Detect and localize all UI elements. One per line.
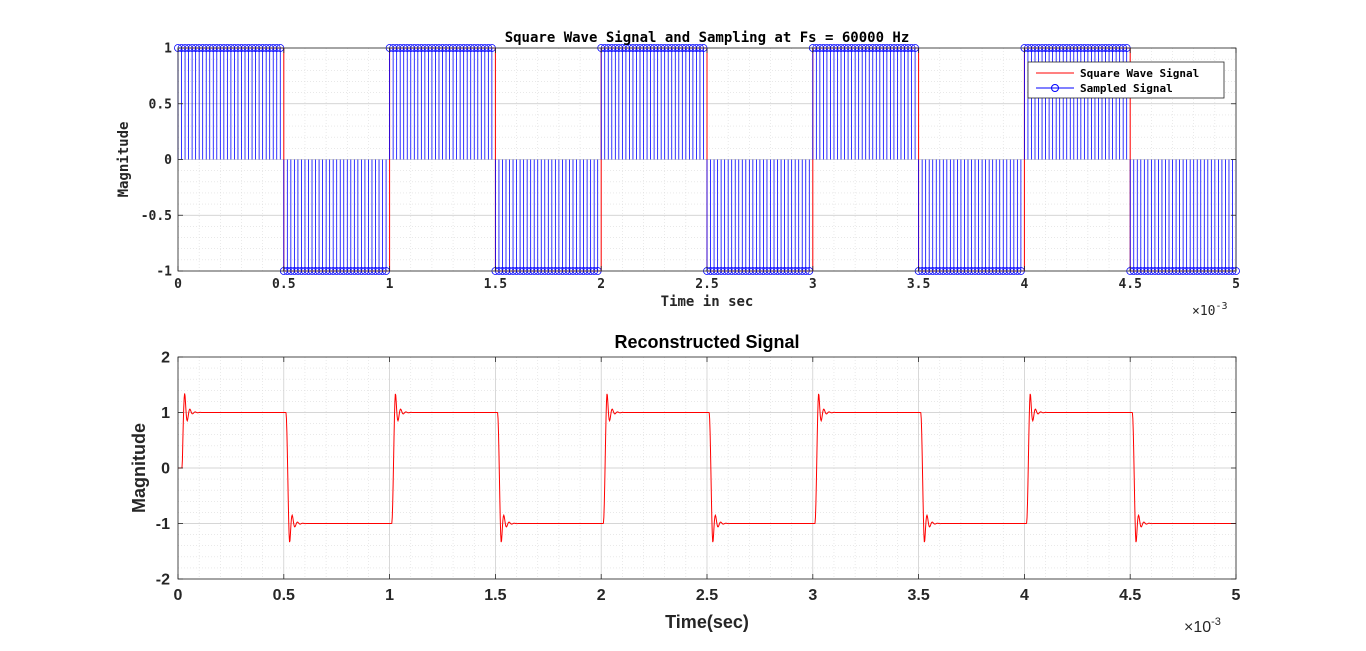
x-tick-label: 3 [808, 587, 817, 604]
x-tick-label: 1.5 [484, 277, 507, 292]
plot-reconstructed-signal: 0 0.5 1 1.5 2 2.5 3 3.5 4 4.5 5 2 1 0 -1 -2 Reconstruct… [129, 332, 1241, 636]
y-tick-label: -0.5 [141, 209, 172, 224]
x-tick-label: 1 [386, 277, 394, 292]
reconstructed-signal-line [178, 393, 1236, 543]
x-tick-label: 1.5 [484, 587, 506, 604]
y-tick-label: 0.5 [149, 97, 172, 112]
tick-labels: 0 0.5 1 1.5 2 2.5 3 3.5 4 4.5 5 2 1 0 -1 -2 [156, 350, 1241, 604]
y-tick-label: 1 [164, 42, 172, 57]
x-tick-label: 3.5 [907, 277, 930, 292]
legend-square-wave-label: Square Wave Signal [1080, 67, 1199, 80]
plot-data [178, 393, 1236, 543]
y-axis-label: Magnitude [129, 423, 149, 513]
exponent-base: ×10 [1192, 304, 1215, 319]
x-tick-label: 0.5 [272, 277, 295, 292]
x-axis-label: Time in sec [661, 294, 754, 310]
x-tick-label: 0.5 [273, 587, 295, 604]
legend-box [1027, 61, 1225, 99]
x-tick-label: 3.5 [907, 587, 929, 604]
legend: Square Wave Signal Sampled Signal [1027, 61, 1225, 99]
y-tick-label: 0 [161, 461, 170, 478]
y-tick-label: 0 [164, 153, 172, 168]
y-tick-label: -1 [156, 516, 170, 533]
x-axis-label: Time(sec) [665, 612, 749, 632]
x-tick-label: 4 [1020, 277, 1028, 292]
y-tick-label: 1 [161, 405, 170, 422]
x-axis-exponent: ×10-3 [1192, 301, 1228, 319]
y-axis-label: Magnitude [116, 122, 132, 198]
plot-square-wave-sampling: 0 0.5 1 1.5 2 2.5 3 3.5 4 4.5 5 1 0.5 0 -0.5 -1 Square … [116, 30, 1240, 319]
y-tick-label: -2 [156, 572, 170, 589]
x-tick-label: 3 [809, 277, 817, 292]
exponent-base: ×10 [1184, 619, 1211, 636]
y-tick-label: 2 [161, 350, 170, 367]
exponent-power: -3 [1215, 301, 1227, 312]
x-tick-label: 5 [1232, 277, 1240, 292]
x-tick-label: 1 [385, 587, 394, 604]
x-tick-label: 4 [1020, 587, 1029, 604]
x-tick-label: 2 [597, 277, 605, 292]
x-axis-exponent: ×10-3 [1184, 616, 1221, 636]
chart-title: Reconstructed Signal [614, 332, 799, 352]
x-tick-label: 2 [597, 587, 606, 604]
x-tick-label: 4.5 [1118, 277, 1141, 292]
tick-labels: 0 0.5 1 1.5 2 2.5 3 3.5 4 4.5 5 1 0.5 0 -0.5 -1 [141, 42, 1240, 292]
x-tick-label: 2.5 [696, 587, 718, 604]
y-tick-label: -1 [156, 265, 172, 280]
x-tick-label: 0 [174, 277, 182, 292]
legend-sampled-marker [1051, 84, 1059, 92]
chart-title: Square Wave Signal and Sampling at Fs = … [505, 30, 910, 46]
legend-sampled-label: Sampled Signal [1080, 82, 1173, 95]
x-tick-label: 0 [174, 587, 183, 604]
x-tick-label: 4.5 [1119, 587, 1141, 604]
x-tick-label: 5 [1232, 587, 1241, 604]
exponent-power: -3 [1211, 616, 1221, 628]
x-tick-label: 2.5 [695, 277, 718, 292]
